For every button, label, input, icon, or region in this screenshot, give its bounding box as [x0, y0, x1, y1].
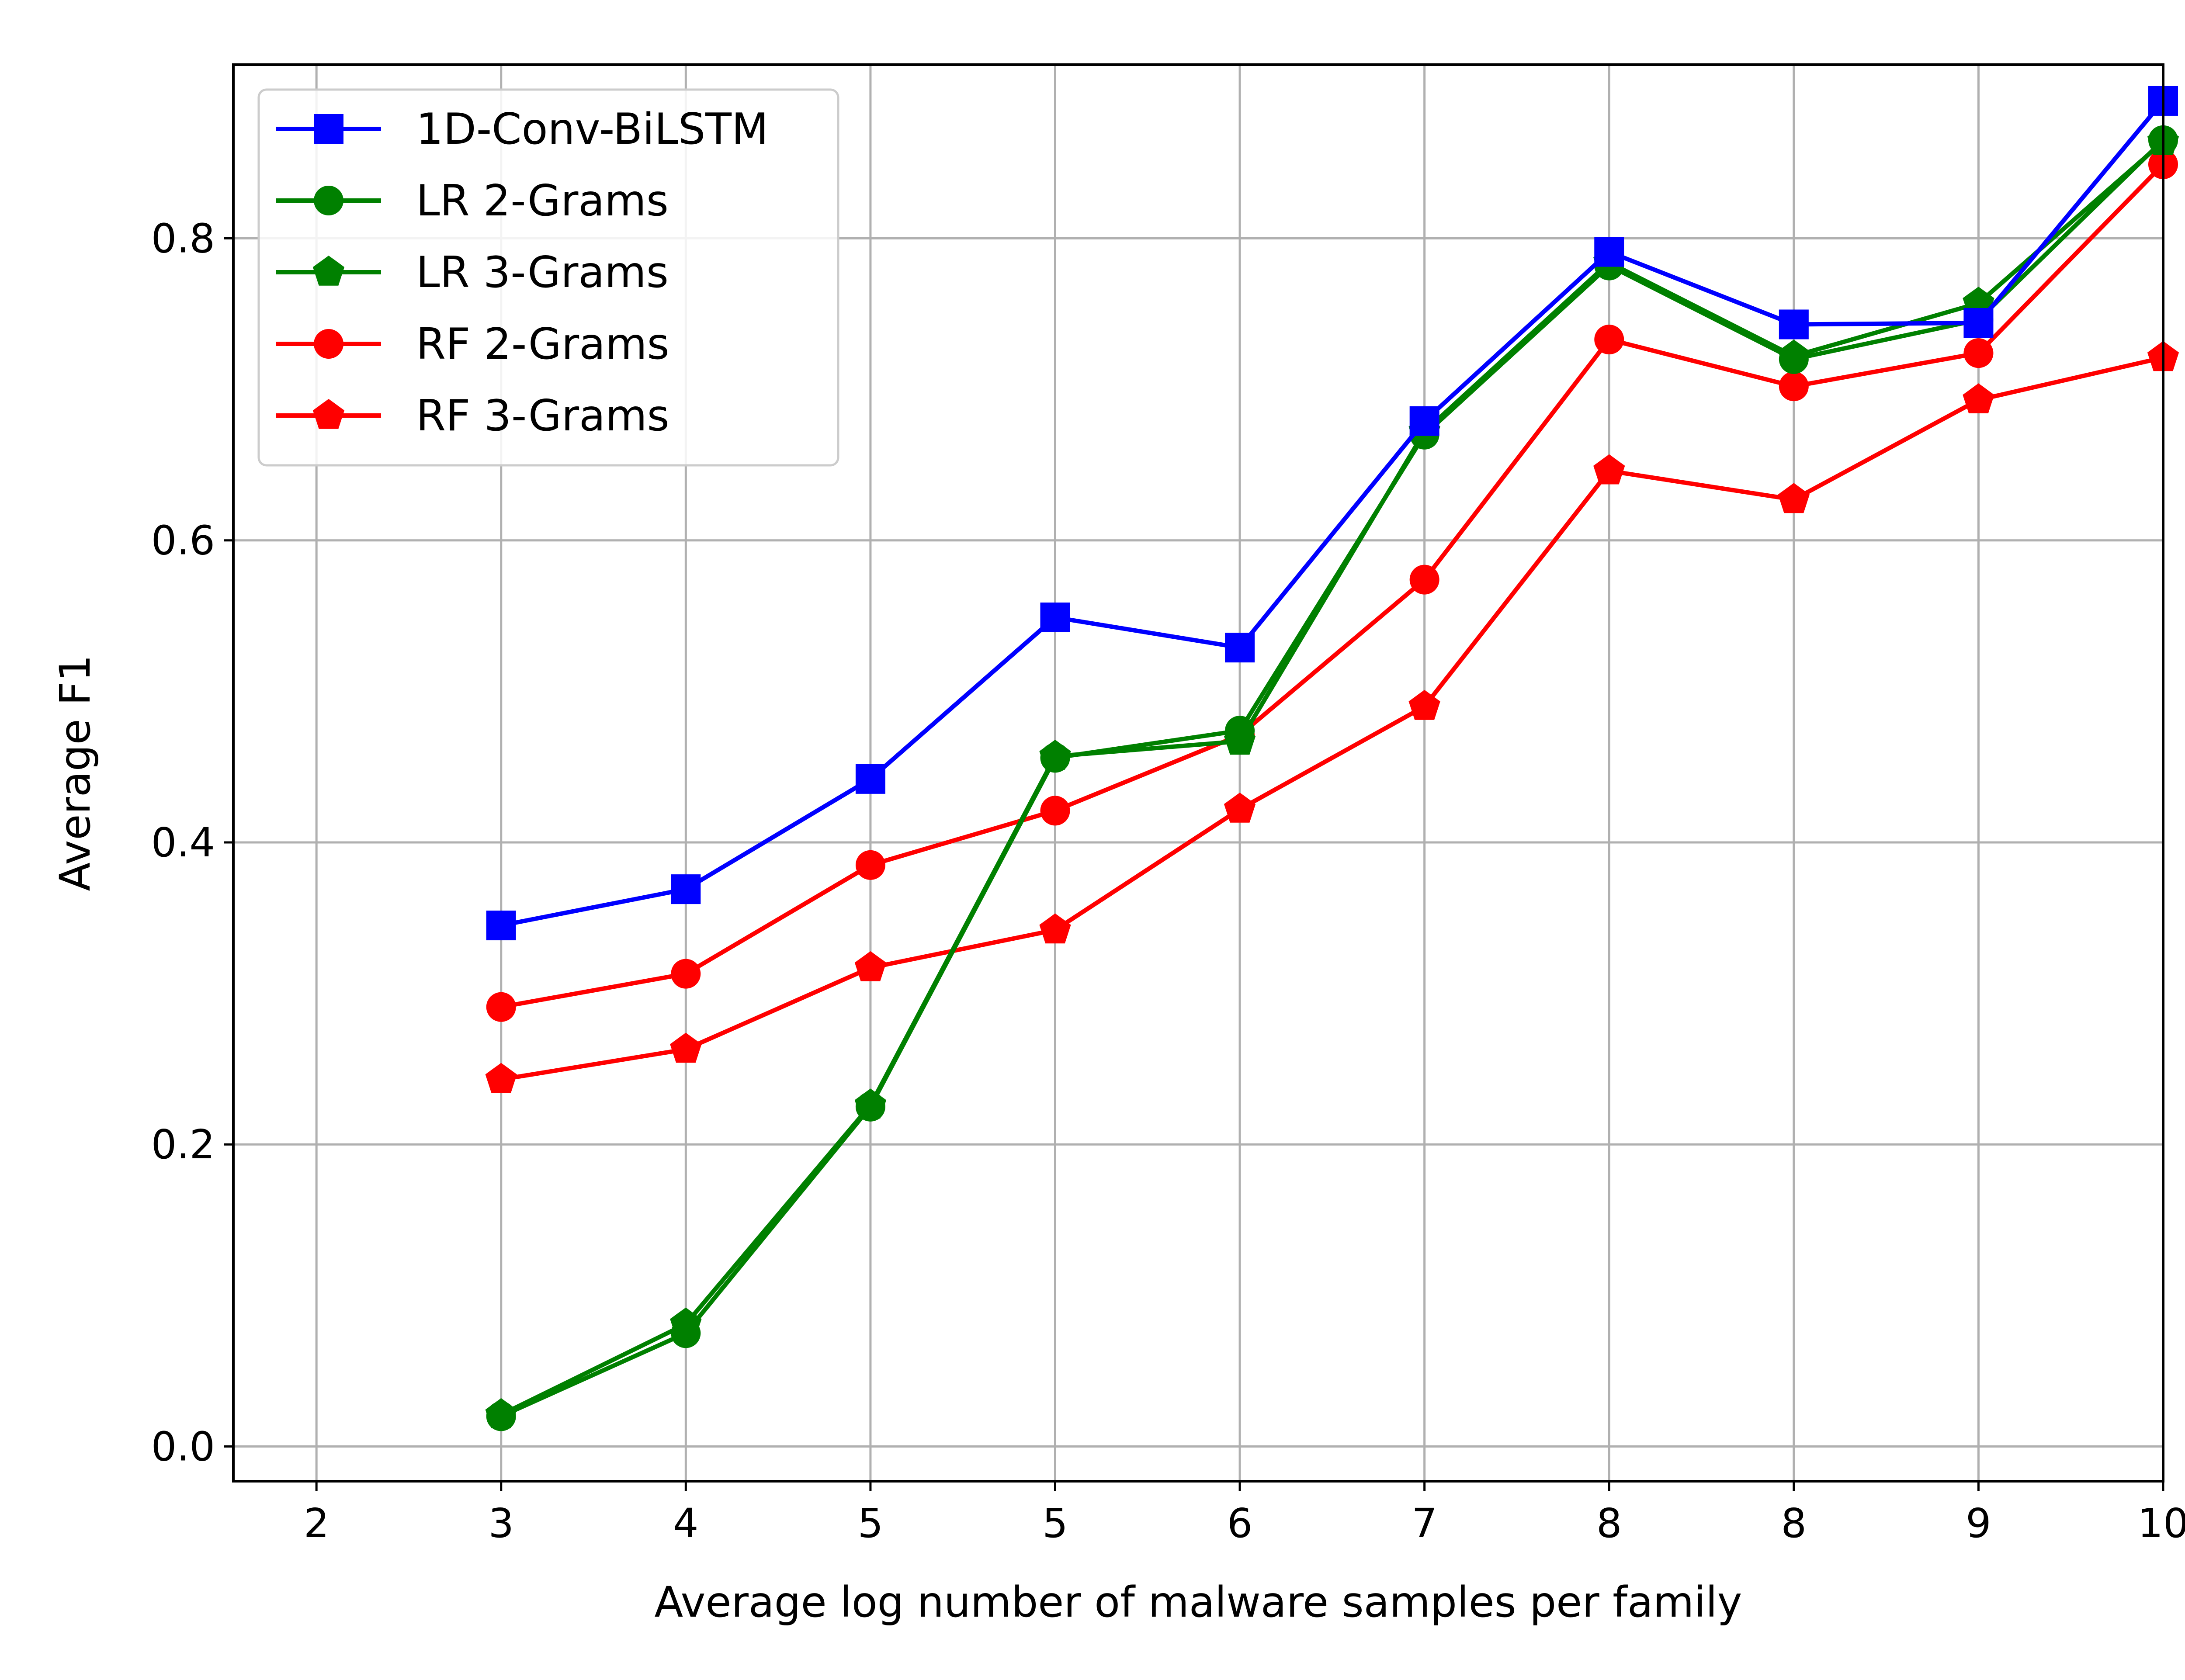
- data-point: [1593, 454, 1625, 485]
- data-point: [1040, 603, 1070, 633]
- legend-marker: [314, 329, 343, 359]
- ticks: 2 3 4 5 5 6 7 8 8 9 10 0.0 0.2 0.4 0.6 0.8: [151, 215, 2185, 1547]
- y-tick-label: 0.0: [151, 1424, 215, 1470]
- y-tick-label: 0.6: [151, 517, 215, 564]
- data-point: [670, 1032, 702, 1063]
- legend-item: LR 2-Grams: [276, 176, 669, 226]
- x-axis-label: Average log number of malware samples pe…: [655, 1578, 1742, 1627]
- data-point: [671, 959, 701, 989]
- data-point: [855, 850, 885, 880]
- legend-marker: [312, 399, 345, 429]
- x-tick-label: 7: [1412, 1500, 1437, 1547]
- series-rf-3-grams: [485, 341, 2179, 1093]
- data-point: [1779, 371, 1809, 402]
- series-line: [500, 99, 2165, 928]
- data-point: [671, 874, 701, 904]
- y-tick-label: 0.2: [151, 1121, 215, 1168]
- y-axis-label: Average F1: [51, 655, 100, 891]
- data-point: [1225, 633, 1255, 663]
- data-point: [855, 764, 885, 794]
- data-point: [486, 911, 516, 941]
- data-point: [1409, 406, 1439, 436]
- data-point: [1408, 689, 1440, 720]
- x-tick-label: 10: [2137, 1500, 2185, 1547]
- y-tick-label: 0.4: [151, 819, 215, 866]
- legend-item: 1D-Conv-BiLSTM: [276, 104, 769, 154]
- series-line: [500, 163, 2165, 1009]
- data-point: [1409, 565, 1439, 595]
- legend-label: RF 3-Grams: [416, 391, 669, 441]
- data-point: [1040, 743, 1070, 773]
- data-point: [855, 1091, 885, 1122]
- data-point: [1594, 237, 1624, 267]
- series-line: [500, 355, 2164, 1082]
- x-tick-label: 5: [858, 1500, 884, 1547]
- data-point: [1963, 338, 1994, 368]
- data-point: [854, 951, 887, 981]
- data-point: [1963, 308, 1994, 338]
- legend-item: RF 2-Grams: [276, 319, 669, 369]
- x-tick-label: 2: [304, 1500, 329, 1547]
- plot-frame: [232, 63, 2164, 1483]
- legend-label: LR 3-Grams: [416, 248, 669, 298]
- data-point: [486, 992, 516, 1022]
- x-tick-label: 5: [1042, 1500, 1068, 1547]
- data-point: [1224, 793, 1256, 823]
- x-tick-label: 8: [1781, 1500, 1807, 1547]
- legend-label: 1D-Conv-BiLSTM: [416, 104, 769, 154]
- x-tick-label: 3: [488, 1500, 514, 1547]
- data-point: [1040, 796, 1070, 826]
- series-line: [500, 139, 2165, 1418]
- legend-item: LR 3-Grams: [276, 248, 669, 298]
- legend-box: [257, 88, 839, 467]
- x-tick-label: 8: [1596, 1500, 1622, 1547]
- legend-item: RF 3-Grams: [276, 391, 669, 441]
- data-point: [1225, 716, 1255, 746]
- data-point: [1778, 483, 1810, 513]
- data-point: [486, 1401, 516, 1431]
- data-point: [485, 1063, 517, 1093]
- legend-marker: [312, 256, 345, 286]
- x-tick-label: 6: [1227, 1500, 1253, 1547]
- legend: 1D-Conv-BiLSTM LR 2-Grams LR 3-Grams RF 2-G…: [257, 88, 839, 467]
- x-tick-label: 4: [673, 1500, 699, 1547]
- data-point: [1039, 913, 1071, 944]
- y-tick-label: 0.8: [151, 215, 215, 262]
- legend-marker: [314, 114, 343, 144]
- data-point: [1779, 309, 1809, 339]
- legend-label: LR 2-Grams: [416, 176, 669, 226]
- x-tick-label: 9: [1966, 1500, 1991, 1547]
- data-point: [1779, 344, 1809, 374]
- legend-marker: [314, 186, 343, 215]
- data-point: [1963, 383, 1994, 413]
- data-point: [1594, 325, 1624, 355]
- legend-label: RF 2-Grams: [416, 319, 669, 369]
- data-point: [671, 1318, 701, 1348]
